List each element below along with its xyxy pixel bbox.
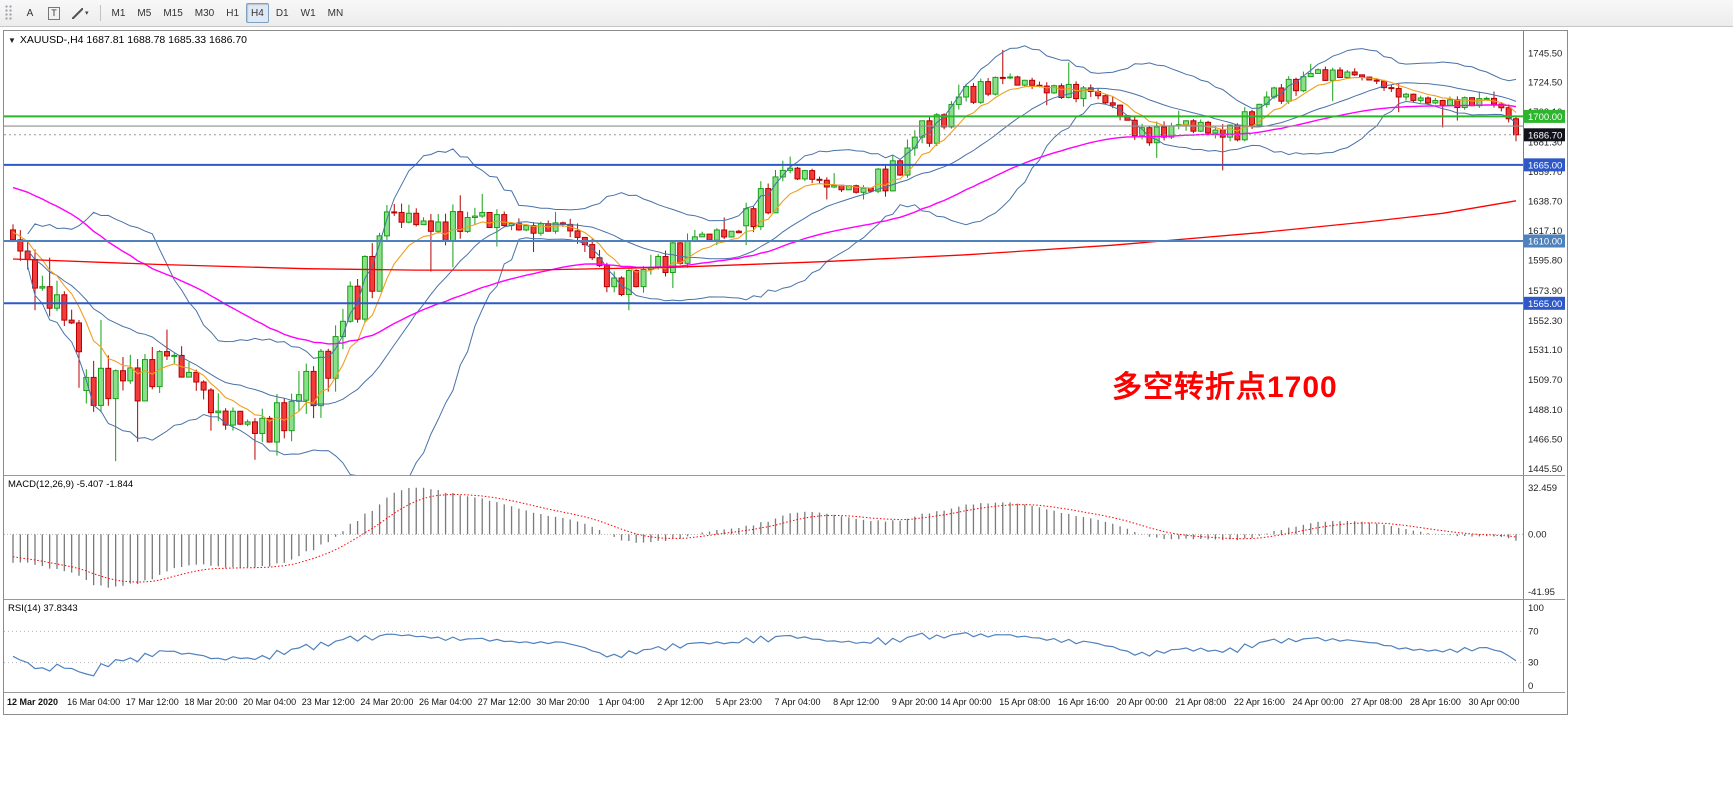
time-axis-label: 16 Mar 04:00 bbox=[67, 697, 121, 707]
timeframe-button-group: M1 M5 M15 M30 H1 H4 D1 W1 MN bbox=[106, 3, 350, 23]
price-scale-label: 1681.30 bbox=[1528, 137, 1562, 148]
price-scale-label: 1466.50 bbox=[1528, 435, 1562, 446]
price-scale-label: 1573.90 bbox=[1528, 286, 1562, 297]
macd-scale-label: -41.95 bbox=[1528, 587, 1555, 598]
pane-divider[interactable] bbox=[4, 475, 1565, 476]
price-tag: 1565.00 bbox=[1528, 299, 1562, 310]
time-axis-label: 22 Apr 16:00 bbox=[1233, 697, 1285, 707]
time-axis-label: 27 Apr 08:00 bbox=[1351, 697, 1403, 707]
price-scale-label: 1724.50 bbox=[1528, 77, 1562, 88]
time-axis-label: 15 Apr 08:00 bbox=[999, 697, 1051, 707]
price-scale-label: 1531.10 bbox=[1528, 345, 1562, 356]
chart-annotation-text: 多空转折点1700 bbox=[1112, 371, 1338, 404]
time-axis-label: 24 Mar 20:00 bbox=[360, 697, 414, 707]
time-axis-label: 1 Apr 04:00 bbox=[598, 697, 645, 707]
time-axis-label: 17 Mar 12:00 bbox=[125, 697, 179, 707]
rsi-indicator-label: RSI(14) 37.8343 bbox=[8, 603, 78, 614]
time-axis-label: 27 Mar 12:00 bbox=[477, 697, 531, 707]
price-scale-label: 1617.10 bbox=[1528, 226, 1562, 237]
text-tool-glyph: T bbox=[48, 6, 60, 20]
timeframe-button-mn[interactable]: MN bbox=[323, 3, 349, 23]
time-axis-label: 16 Apr 16:00 bbox=[1057, 697, 1109, 707]
pane-divider[interactable] bbox=[4, 692, 1565, 693]
one-click-trading-toggle[interactable]: ▼ bbox=[8, 36, 16, 45]
text-tool-button[interactable]: T bbox=[43, 3, 65, 23]
time-axis-label: 30 Apr 00:00 bbox=[1468, 697, 1520, 707]
chart-window: 1745.501724.501703.101681.301659.701638.… bbox=[3, 30, 1568, 715]
line-tools-button[interactable]: ▾ bbox=[67, 3, 94, 23]
timeframe-button-m30[interactable]: M30 bbox=[190, 3, 219, 23]
price-scale[interactable] bbox=[1524, 31, 1565, 475]
macd-indicator-pane[interactable]: 32.459 0.00 -41.95 MACD(12,26,9) -5.407 -1… bbox=[4, 476, 1565, 599]
toolbar-separator bbox=[99, 5, 101, 21]
time-axis[interactable]: 12 Mar 2020 16 Mar 04:00 17 Mar 12:00 18 Ma… bbox=[4, 693, 1565, 714]
rsi-scale-label: 70 bbox=[1528, 626, 1539, 637]
time-axis-label: 14 Apr 00:00 bbox=[940, 697, 992, 707]
price-scale-label: 1659.70 bbox=[1528, 167, 1562, 178]
timeframe-button-h1[interactable]: H1 bbox=[221, 3, 244, 23]
time-axis-label: 28 Apr 16:00 bbox=[1409, 697, 1461, 707]
time-axis-label: 7 Apr 04:00 bbox=[774, 697, 821, 707]
price-scale-label: 1509.70 bbox=[1528, 375, 1562, 386]
chart-title: ▼ XAUUSD-,H4 1687.81 1688.78 1685.33 1686… bbox=[8, 34, 247, 46]
time-axis-label: 5 Apr 23:00 bbox=[715, 697, 762, 707]
price-tag: 1700.00 bbox=[1528, 112, 1562, 123]
time-axis-label: 24 Apr 00:00 bbox=[1292, 697, 1344, 707]
rsi-scale-label: 30 bbox=[1528, 658, 1539, 669]
rsi-scale-label: 100 bbox=[1528, 603, 1544, 614]
rsi-scale-label: 0 bbox=[1528, 681, 1533, 692]
time-axis-label: 20 Apr 00:00 bbox=[1116, 697, 1168, 707]
rsi-indicator-pane[interactable]: 100 70 30 0 RSI(14) 37.8343 bbox=[4, 600, 1565, 692]
price-tag: 1610.00 bbox=[1528, 237, 1562, 248]
timeframe-button-m15[interactable]: M15 bbox=[158, 3, 187, 23]
timeframe-button-m1[interactable]: M1 bbox=[107, 3, 131, 23]
timeframe-button-w1[interactable]: W1 bbox=[296, 3, 321, 23]
macd-indicator-label: MACD(12,26,9) -5.407 -1.844 bbox=[8, 479, 134, 490]
time-axis-label: 2 Apr 12:00 bbox=[657, 697, 704, 707]
toolbar-grip-handle[interactable] bbox=[5, 5, 13, 21]
time-axis-label: 12 Mar 2020 bbox=[7, 697, 59, 707]
time-axis-label: 21 Apr 08:00 bbox=[1175, 697, 1227, 707]
text-label-tool-glyph: A bbox=[26, 7, 34, 19]
price-scale-label: 1595.80 bbox=[1528, 256, 1562, 267]
time-axis-label: 18 Mar 20:00 bbox=[184, 697, 238, 707]
timeframe-button-d1[interactable]: D1 bbox=[271, 3, 294, 23]
price-scale-label: 1638.70 bbox=[1528, 196, 1562, 207]
timeframe-button-h4[interactable]: H4 bbox=[246, 3, 269, 23]
price-scale-label: 1745.50 bbox=[1528, 48, 1562, 59]
timeframe-button-m5[interactable]: M5 bbox=[132, 3, 156, 23]
time-axis-label: 9 Apr 20:00 bbox=[891, 697, 938, 707]
price-chart-pane[interactable]: 1745.501724.501703.101681.301659.701638.… bbox=[4, 31, 1565, 475]
time-axis-label: 20 Mar 04:00 bbox=[243, 697, 297, 707]
price-scale-label: 1445.50 bbox=[1528, 464, 1562, 475]
time-axis-label: 26 Mar 04:00 bbox=[419, 697, 473, 707]
text-label-tool-button[interactable]: A bbox=[19, 3, 41, 23]
pane-divider[interactable] bbox=[4, 599, 1565, 600]
chart-title-text: XAUUSD-,H4 1687.81 1688.78 1685.33 1686.… bbox=[19, 34, 248, 46]
price-scale-label: 1552.30 bbox=[1528, 316, 1562, 327]
time-axis-label: 30 Mar 20:00 bbox=[536, 697, 590, 707]
macd-scale-label: 0.00 bbox=[1528, 529, 1547, 540]
toolbar: A T ▾ M1 M5 M15 M30 H1 H4 D1 W1 MN bbox=[0, 0, 1733, 27]
time-axis-label: 23 Mar 12:00 bbox=[301, 697, 355, 707]
macd-scale-label: 32.459 bbox=[1528, 483, 1557, 494]
price-scale-label: 1488.10 bbox=[1528, 405, 1562, 416]
price-tag: 1665.00 bbox=[1528, 160, 1562, 171]
time-axis-label: 8 Apr 12:00 bbox=[833, 697, 880, 707]
trendline-icon bbox=[72, 7, 83, 19]
dropdown-caret-icon: ▾ bbox=[85, 10, 89, 17]
price-tag: 1686.70 bbox=[1528, 130, 1562, 141]
